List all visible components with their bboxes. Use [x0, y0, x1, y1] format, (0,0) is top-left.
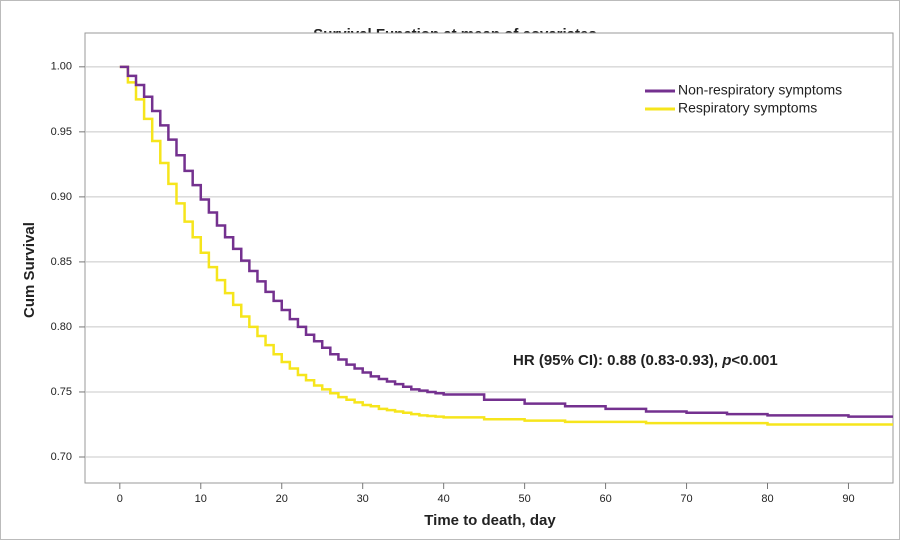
y-tick-label: 0.95	[51, 126, 72, 138]
legend-label: Non-respiratory symptoms	[678, 82, 842, 98]
annotation-part: <0.001	[731, 352, 777, 369]
y-tick-label: 0.90	[51, 191, 72, 203]
y-axis-label: Cum Survival	[21, 222, 38, 318]
y-tick-label: 1.00	[51, 61, 72, 73]
x-tick-label: 20	[276, 493, 288, 505]
x-axis-label: Time to death, day	[424, 512, 556, 529]
annotation: HR (95% CI): 0.88 (0.83-0.93), p<0.001	[513, 352, 778, 369]
y-tick-label: 0.75	[51, 386, 72, 398]
legend-label: Respiratory symptoms	[678, 100, 817, 116]
x-tick-label: 0	[117, 493, 123, 505]
survival-line	[119, 65, 893, 426]
annotation-part: p	[721, 352, 731, 369]
y-tick-label: 0.80	[51, 321, 72, 333]
x-tick-label: 90	[842, 493, 854, 505]
y-tick-label: 0.85	[51, 256, 72, 268]
survival-line	[119, 65, 893, 418]
x-tick-label: 50	[518, 493, 530, 505]
x-tick-label: 30	[357, 493, 369, 505]
annotation-part: HR (95% CI): 0.88 (0.83-0.93),	[513, 352, 722, 369]
x-tick-label: 70	[680, 493, 692, 505]
x-tick-label: 40	[438, 493, 450, 505]
x-tick-label: 60	[599, 493, 611, 505]
x-tick-label: 10	[195, 493, 207, 505]
plot-area	[84, 32, 894, 484]
y-tick-label: 0.70	[51, 451, 72, 463]
x-tick-label: 80	[761, 493, 773, 505]
